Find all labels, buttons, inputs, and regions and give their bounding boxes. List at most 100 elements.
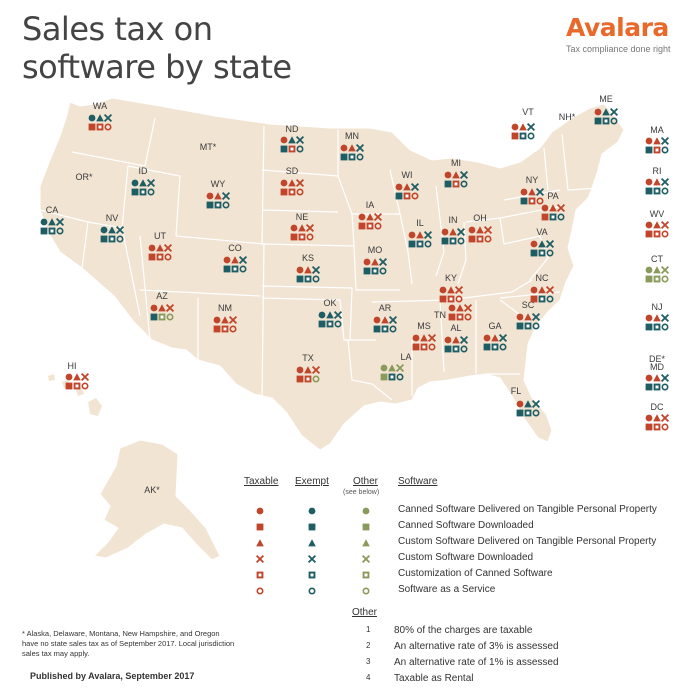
state-tn-label: TN: [434, 310, 446, 320]
hollow-square-icon: [231, 265, 239, 273]
x-cross-icon: [165, 303, 175, 313]
state-ks-cluster: KS: [296, 253, 321, 283]
hollow-circle-icon: [661, 187, 669, 195]
filled-circle-icon: [380, 364, 388, 372]
filled-circle-icon: [290, 224, 298, 232]
filled-square-icon: [40, 227, 48, 235]
hollow-square-icon: [653, 323, 661, 331]
filled-square-icon: [100, 235, 108, 243]
x-cross-icon: [80, 372, 90, 382]
hollow-circle-icon: [166, 313, 174, 321]
state-mo-label: MO: [368, 245, 383, 255]
filled-triangle-icon: [476, 226, 484, 234]
hollow-circle-icon: [661, 275, 669, 283]
legend-other-hollow-circle-icon: [362, 587, 370, 595]
filled-square-icon: [645, 423, 653, 431]
state-mn-label: MN: [345, 131, 359, 141]
filled-triangle-icon: [73, 373, 81, 381]
legend-other-filled-triangle-icon: [362, 539, 370, 547]
legend-row-label: Canned Software Downloaded: [398, 520, 534, 531]
filled-triangle-icon: [549, 204, 557, 212]
hollow-square-icon: [298, 233, 306, 241]
filled-square-icon: [516, 322, 524, 330]
hollow-circle-icon: [460, 345, 468, 353]
filled-triangle-icon: [524, 313, 532, 321]
hollow-circle-icon: [334, 320, 342, 328]
hollow-circle-icon: [296, 145, 304, 153]
hollow-circle-icon: [557, 213, 565, 221]
filled-triangle-icon: [304, 266, 312, 274]
state-ca-cluster: CA: [40, 205, 65, 235]
filled-triangle-icon: [420, 334, 428, 342]
legend-exempt-filled-square-icon: [308, 523, 316, 531]
state-sc-cluster: SC: [516, 300, 541, 330]
other-note-text: An alternative rate of 1% is assessed: [394, 657, 559, 668]
state-oh-label: OH: [473, 213, 487, 223]
state-ms-label: MS: [417, 321, 431, 331]
x-cross-icon: [609, 107, 619, 117]
filled-circle-icon: [645, 178, 653, 186]
state-wv-cluster: WV: [645, 209, 670, 238]
filled-triangle-icon: [449, 228, 457, 236]
filled-square-icon: [340, 153, 348, 161]
filled-triangle-icon: [447, 286, 455, 294]
state-id-cluster: ID: [131, 166, 156, 196]
x-cross-icon: [388, 315, 398, 325]
hollow-square-icon: [326, 320, 334, 328]
filled-circle-icon: [148, 244, 156, 252]
filled-triangle-icon: [108, 226, 116, 234]
x-cross-icon: [410, 182, 420, 192]
filled-circle-icon: [483, 334, 491, 342]
hollow-circle-icon: [374, 222, 382, 230]
state-ms-cluster: MS: [412, 321, 437, 351]
page-title: Sales tax on software by state: [22, 10, 292, 86]
state-il-cluster: IL: [408, 218, 433, 248]
hawaii-big-island: [88, 398, 102, 416]
filled-circle-icon: [150, 304, 158, 312]
legend-taxable-x-cross-icon: [255, 554, 265, 564]
filled-circle-icon: [213, 316, 221, 324]
state-pa-cluster: PA: [541, 191, 566, 221]
filled-square-icon: [516, 409, 524, 417]
state-la-label: LA: [400, 352, 411, 362]
state-ky-cluster: KY: [439, 273, 464, 303]
hollow-square-icon: [528, 197, 536, 205]
hollow-square-icon: [549, 213, 557, 221]
filled-circle-icon: [131, 179, 139, 187]
filled-circle-icon: [516, 400, 524, 408]
filled-circle-icon: [468, 226, 476, 234]
state-sc-label: SC: [522, 300, 535, 310]
filled-square-icon: [380, 373, 388, 381]
title-line-2: software by state: [22, 48, 292, 86]
legend-col-exempt: Exempt: [295, 476, 329, 487]
state-dc-label: DC: [651, 402, 664, 412]
hollow-circle-icon: [147, 188, 155, 196]
filled-square-icon: [308, 523, 316, 531]
hollow-circle-icon: [457, 237, 465, 245]
hollow-square-icon: [288, 145, 296, 153]
hollow-square-icon: [538, 295, 546, 303]
state-mi-cluster: MI: [444, 158, 469, 188]
filled-square-icon: [645, 275, 653, 283]
state-va-cluster: VA: [530, 227, 555, 257]
legend-taxable-filled-circle-icon: [256, 507, 264, 515]
filled-circle-icon: [441, 228, 449, 236]
filled-circle-icon: [362, 507, 370, 515]
hollow-square-icon: [139, 188, 147, 196]
legend-row-label: Custom Software Delivered on Tangible Pe…: [398, 536, 657, 547]
filled-circle-icon: [520, 188, 528, 196]
x-cross-icon: [378, 257, 388, 267]
filled-triangle-icon: [221, 316, 229, 324]
filled-circle-icon: [256, 507, 264, 515]
hollow-circle-icon: [661, 230, 669, 238]
filled-circle-icon: [206, 192, 214, 200]
x-cross-icon: [311, 265, 321, 275]
state-ct-cluster: CT: [645, 254, 670, 283]
title-line-1: Sales tax on: [22, 10, 213, 48]
filled-square-icon: [88, 123, 96, 131]
filled-circle-icon: [645, 266, 653, 274]
filled-square-icon: [148, 253, 156, 261]
filled-circle-icon: [395, 183, 403, 191]
filled-square-icon: [150, 313, 158, 321]
state-in-label: IN: [449, 215, 458, 225]
